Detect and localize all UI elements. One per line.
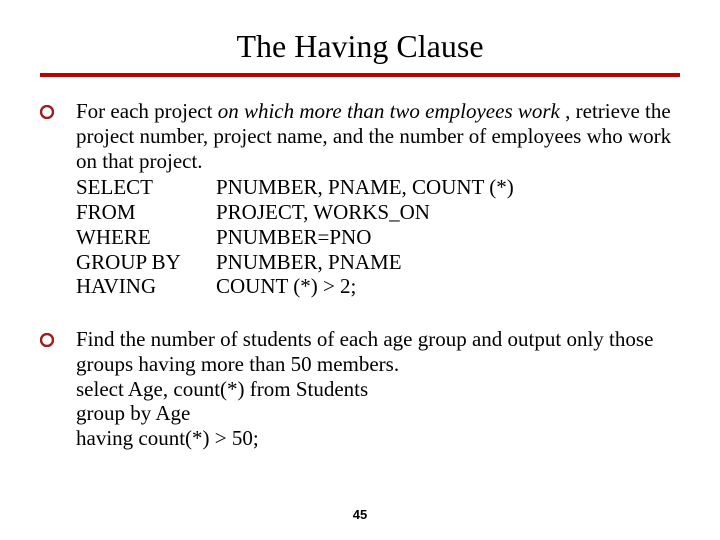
sql-rest: PNUMBER, PNAME xyxy=(216,250,402,275)
sql-keyword: FROM xyxy=(76,200,216,225)
sql-keyword: GROUP BY xyxy=(76,250,216,275)
bullet-item: Find the number of students of each age … xyxy=(40,327,680,451)
text-run: For each project xyxy=(76,99,218,123)
sql-block: SELECTPNUMBER, PNAME, COUNT (*) FROMPROJ… xyxy=(76,175,680,299)
sql-row: SELECTPNUMBER, PNAME, COUNT (*) xyxy=(76,175,680,200)
intro-text: Find the number of students of each age … xyxy=(76,327,680,377)
sql-rest: COUNT (*) > 2; xyxy=(216,274,356,299)
sql-row: HAVINGCOUNT (*) > 2; xyxy=(76,274,680,299)
sql-keyword: SELECT xyxy=(76,175,216,200)
sql-row: FROMPROJECT, WORKS_ON xyxy=(76,200,680,225)
sql-rest: PNUMBER, PNAME, COUNT (*) xyxy=(216,175,514,200)
text-run-italic: on which more than two employees work xyxy=(218,99,560,123)
sql-row: WHEREPNUMBER=PNO xyxy=(76,225,680,250)
intro-text: For each project on which more than two … xyxy=(76,99,671,173)
sql-line: having count(*) > 50; xyxy=(76,426,680,451)
slide: The Having Clause For each project on wh… xyxy=(0,0,720,451)
title-underline xyxy=(40,73,680,77)
bullet-body: For each project on which more than two … xyxy=(76,99,680,299)
bullet-item: For each project on which more than two … xyxy=(40,99,680,299)
sql-keyword: HAVING xyxy=(76,274,216,299)
sql-keyword: WHERE xyxy=(76,225,216,250)
page-number: 45 xyxy=(0,507,720,522)
bullet-icon xyxy=(40,333,54,347)
sql-line: select Age, count(*) from Students xyxy=(76,377,680,402)
sql-row: GROUP BYPNUMBER, PNAME xyxy=(76,250,680,275)
bullet-icon xyxy=(40,105,54,119)
slide-title: The Having Clause xyxy=(40,28,680,65)
sql-rest: PNUMBER=PNO xyxy=(216,225,371,250)
sql-line: group by Age xyxy=(76,401,680,426)
sql-rest: PROJECT, WORKS_ON xyxy=(216,200,430,225)
bullet-body: Find the number of students of each age … xyxy=(76,327,680,451)
